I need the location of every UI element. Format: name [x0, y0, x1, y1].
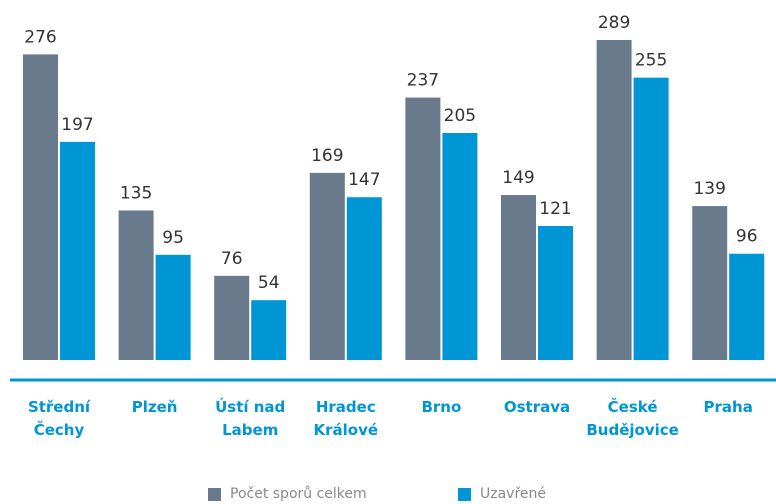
value-label: 149: [502, 168, 534, 188]
value-label: 135: [120, 184, 152, 204]
bar: [633, 77, 669, 360]
value-label: 95: [162, 228, 184, 248]
legend-swatch: [208, 487, 221, 501]
x-tick-label: Ostrava: [503, 398, 571, 416]
bar: [692, 206, 728, 360]
value-label: 276: [24, 27, 56, 47]
x-tick-label: České Budějovice: [586, 398, 679, 439]
bar: [23, 54, 58, 360]
value-label: 169: [311, 146, 343, 166]
value-label: 237: [407, 71, 439, 91]
bar: [538, 226, 573, 360]
value-label: 139: [693, 179, 725, 199]
x-tick-label: Plzeň: [131, 398, 178, 416]
legend-label: Počet sporů celkem: [230, 486, 367, 502]
value-label: 96: [736, 227, 758, 247]
value-label: 255: [635, 51, 667, 71]
value-label: 54: [258, 273, 280, 293]
legend-item: Uzavřené: [458, 486, 546, 502]
bar: [155, 254, 191, 360]
bar: [309, 172, 345, 360]
legend-swatch: [458, 487, 471, 501]
value-label: 197: [61, 115, 93, 135]
x-tick-label: Brno: [421, 398, 462, 416]
bar: [729, 253, 765, 360]
x-tick-label: Praha: [703, 398, 753, 416]
bar: [405, 97, 441, 361]
value-label: 76: [221, 249, 243, 269]
legend-label: Uzavřené: [480, 486, 547, 502]
bar: [60, 141, 95, 360]
x-tick-label: Střední Čechy: [27, 398, 91, 439]
value-label: 205: [444, 106, 476, 126]
value-label: 289: [598, 13, 630, 33]
bar: [346, 197, 382, 360]
bar: [501, 195, 536, 360]
value-label: 121: [539, 199, 571, 219]
bar: [251, 300, 287, 360]
legend-item: Počet sporů celkem: [208, 486, 367, 502]
bar: [118, 210, 154, 360]
bar: [596, 40, 632, 360]
bar: [442, 133, 478, 360]
x-tick-label: Hradec Králové: [313, 398, 379, 439]
bar: [214, 275, 250, 360]
x-tick-label: Ústí nad Labem: [215, 398, 286, 439]
value-label: 147: [348, 170, 380, 190]
